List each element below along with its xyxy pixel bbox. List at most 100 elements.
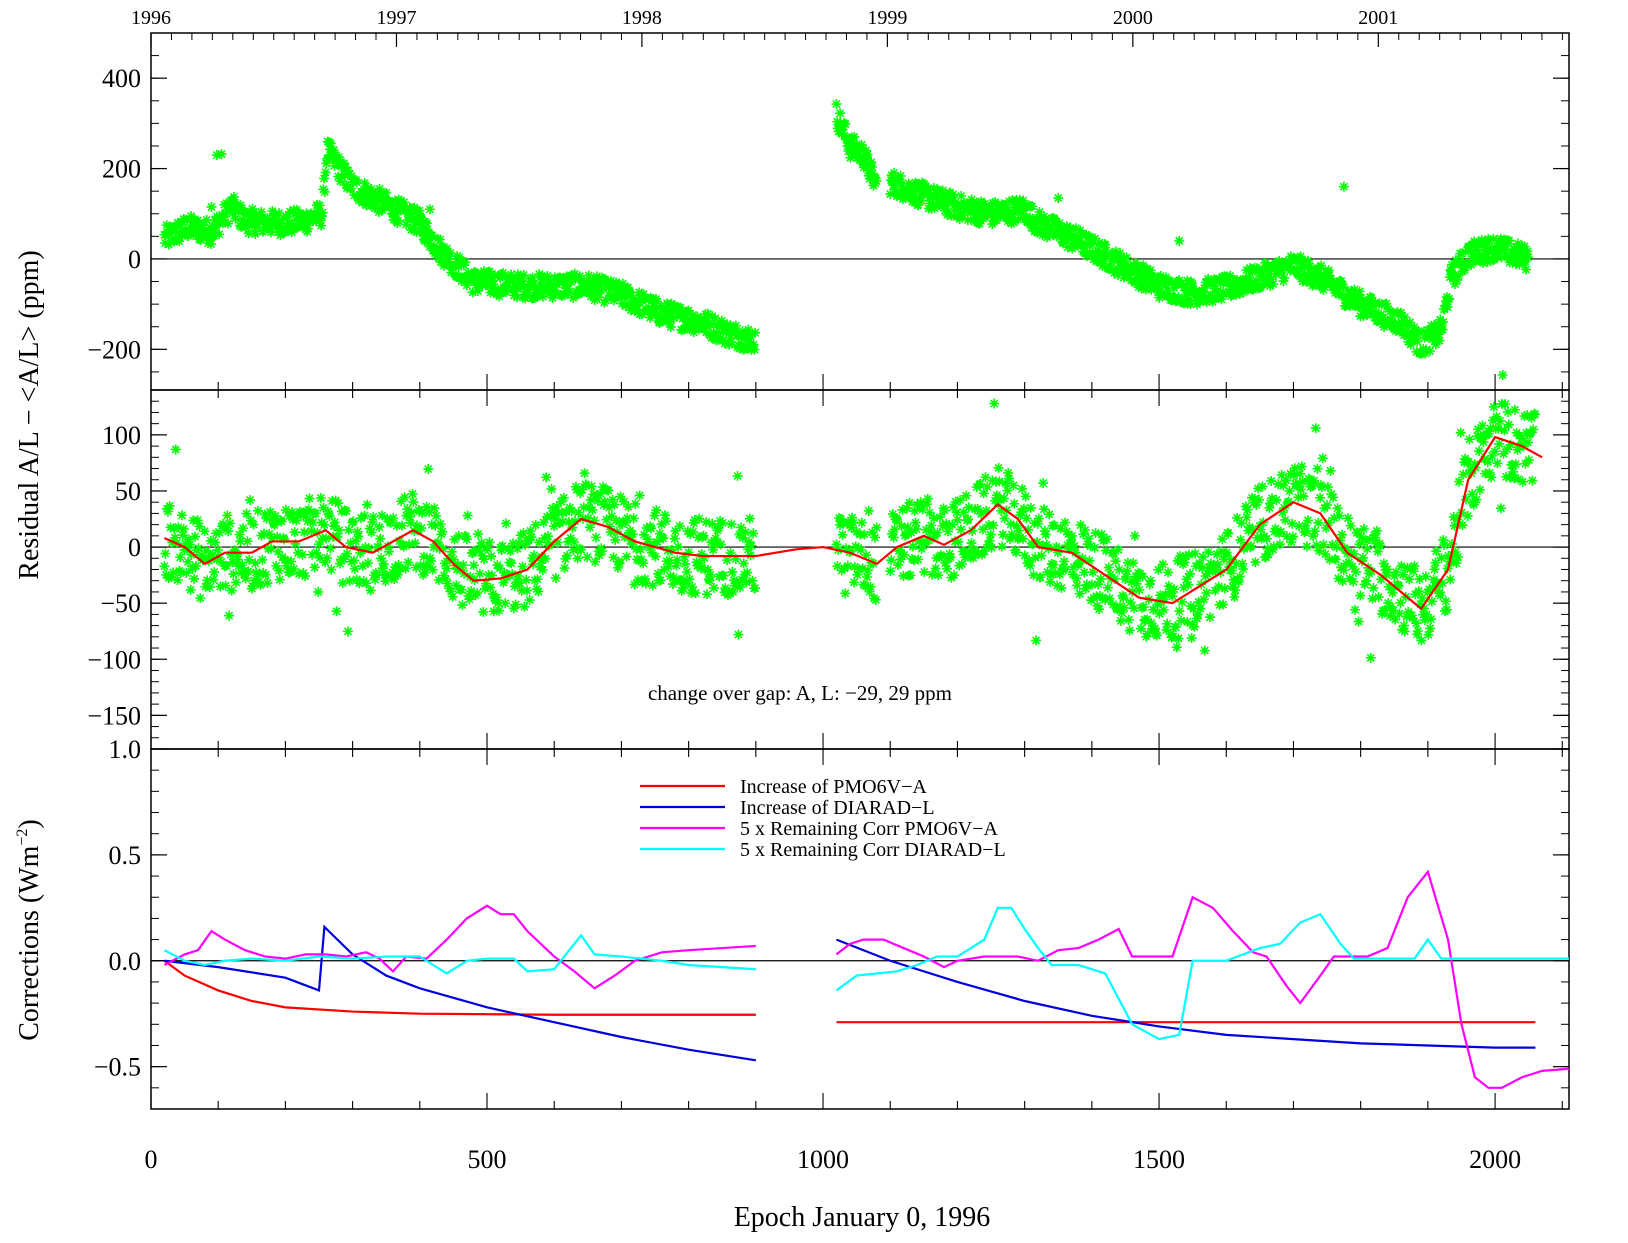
- top-point: [966, 194, 977, 205]
- middle-point: [439, 558, 450, 569]
- middle-point: [611, 515, 622, 526]
- top-point: [928, 183, 939, 194]
- middle-point: [1031, 635, 1042, 646]
- top-point: [831, 99, 842, 110]
- top-point: [335, 176, 346, 187]
- middle-point: [1132, 572, 1143, 583]
- middle-point: [520, 539, 531, 550]
- top-point: [1438, 317, 1449, 328]
- y-axis-title-superscript: −2: [14, 829, 31, 846]
- top-point: [495, 272, 506, 283]
- top-point: [1247, 266, 1258, 277]
- middle-point: [568, 545, 579, 556]
- middle-point: [722, 555, 733, 566]
- middle-point: [472, 588, 483, 599]
- middle-point: [897, 504, 908, 515]
- middle-point: [919, 566, 930, 577]
- middle-point: [1267, 544, 1278, 555]
- series-line-3: [835, 906, 1569, 1041]
- middle-point: [1028, 570, 1039, 581]
- middle-point: [725, 548, 736, 559]
- top-point: [1349, 284, 1360, 295]
- middle-point: [1223, 528, 1234, 539]
- top-point: [242, 217, 253, 228]
- middle-point: [1218, 599, 1229, 610]
- top-point: [1090, 233, 1101, 244]
- middle-point: [458, 560, 469, 571]
- middle-point: [556, 507, 567, 518]
- middle-point: [714, 571, 725, 582]
- middle-point: [1458, 469, 1469, 480]
- middle-point: [1424, 584, 1435, 595]
- middle-point: [486, 551, 497, 562]
- middle-point: [170, 444, 181, 455]
- middle-point: [517, 561, 528, 572]
- x-tick-label: 1000: [797, 1145, 849, 1174]
- top-point: [1366, 292, 1377, 303]
- middle-point: [246, 583, 257, 594]
- middle-point: [681, 578, 692, 589]
- middle-point: [407, 488, 418, 499]
- top-point: [1503, 235, 1514, 246]
- top-point: [993, 200, 1004, 211]
- middle-point: [921, 524, 932, 535]
- middle-point: [651, 505, 662, 516]
- middle-point: [419, 567, 430, 578]
- middle-point: [1233, 576, 1244, 587]
- top-point: [1433, 319, 1444, 330]
- top-outlier: [211, 150, 222, 161]
- top-point: [542, 270, 553, 281]
- top-point: [911, 194, 922, 205]
- middle-point: [1268, 541, 1279, 552]
- middle-point: [1450, 546, 1461, 557]
- middle-point: [1243, 525, 1254, 536]
- middle-point: [496, 545, 507, 556]
- middle-point: [329, 517, 340, 528]
- middle-point: [1498, 448, 1509, 459]
- top-point: [415, 212, 426, 223]
- top-point: [449, 260, 460, 271]
- middle-point: [1211, 562, 1222, 573]
- top-point: [895, 170, 906, 181]
- middle-point: [646, 523, 657, 534]
- middle-point: [1191, 613, 1202, 624]
- top-point: [1205, 290, 1216, 301]
- middle-point: [967, 525, 978, 536]
- middle-point: [1383, 598, 1394, 609]
- middle-point: [425, 553, 436, 564]
- middle-point: [1095, 574, 1106, 585]
- top-point: [559, 290, 570, 301]
- middle-point: [1517, 476, 1528, 487]
- middle-point: [1398, 569, 1409, 580]
- top-point: [987, 219, 998, 230]
- top-point: [1460, 246, 1471, 257]
- middle-point: [603, 485, 614, 496]
- middle-point: [217, 519, 228, 530]
- middle-point: [1229, 592, 1240, 602]
- top-point: [1116, 253, 1127, 264]
- top-point: [551, 288, 562, 299]
- top-point: [1046, 220, 1057, 231]
- middle-point: [1015, 510, 1026, 521]
- middle-point: [1286, 537, 1297, 548]
- middle-point: [431, 510, 442, 521]
- middle-point: [908, 555, 919, 566]
- middle-point: [1074, 588, 1085, 599]
- middle-point: [623, 501, 634, 512]
- middle-point: [1065, 539, 1076, 550]
- middle-point: [913, 554, 924, 565]
- middle-point: [447, 591, 458, 602]
- middle-point: [1314, 545, 1325, 556]
- middle-point: [572, 553, 583, 564]
- top-point: [1512, 254, 1523, 265]
- middle-point: [608, 552, 619, 563]
- x-tick-label: 2000: [1469, 1145, 1521, 1174]
- middle-point: [494, 605, 505, 616]
- middle-point: [482, 543, 493, 554]
- middle-point: [519, 601, 530, 612]
- top-point: [622, 282, 633, 293]
- top-point: [1135, 261, 1146, 272]
- top-point: [265, 221, 276, 232]
- middle-point: [886, 528, 897, 539]
